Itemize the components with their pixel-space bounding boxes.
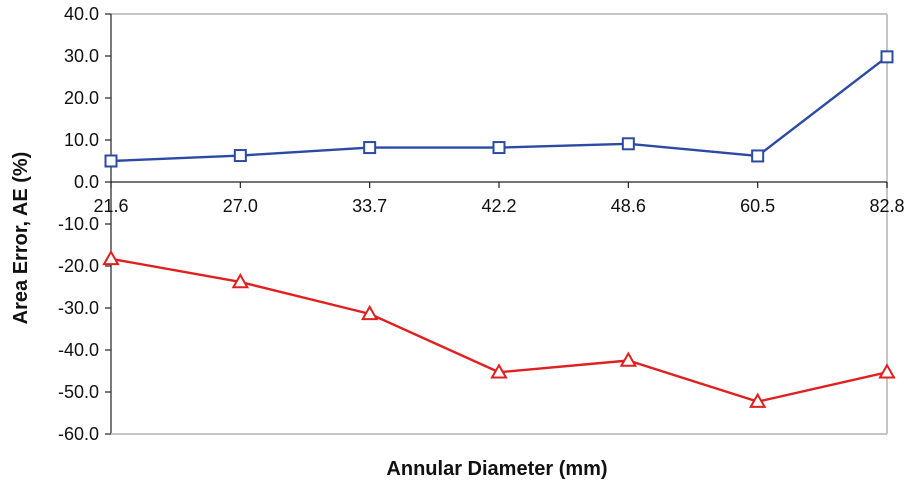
x-tick-label: 27.0 xyxy=(223,196,258,216)
data-point-square xyxy=(492,141,506,155)
y-tick-label: 20.0 xyxy=(64,88,99,108)
series-line xyxy=(110,257,888,403)
y-ticks: 40.0 30.0 20.0 10.0 0.0 -10.0 -20.0 -30.0 -40.0 -… xyxy=(58,4,111,444)
y-tick-label: 10.0 xyxy=(64,130,99,150)
data-point-square xyxy=(363,141,377,155)
series xyxy=(102,50,896,408)
data-point-square xyxy=(751,149,765,163)
data-point-triangle xyxy=(490,363,508,379)
y-tick-label: -10.0 xyxy=(58,214,99,234)
y-tick-label: -30.0 xyxy=(58,298,99,318)
data-point-triangle xyxy=(748,392,767,408)
data-point-square xyxy=(233,149,247,163)
x-tick-label: 60.5 xyxy=(740,196,775,216)
x-ticks: 21.6 27.0 33.7 42.2 48.6 60.5 82.8 xyxy=(93,182,905,216)
y-tick-label: -20.0 xyxy=(58,256,99,276)
data-point-triangle xyxy=(878,363,896,379)
y-tick-label: -50.0 xyxy=(58,382,99,402)
x-tick-label: 42.2 xyxy=(481,196,516,216)
y-tick-label: 30.0 xyxy=(64,46,99,66)
series-2 xyxy=(102,249,896,408)
data-point-triangle xyxy=(102,249,120,266)
x-tick-label: 48.6 xyxy=(611,196,646,216)
y-tick-label: 0.0 xyxy=(74,172,99,192)
x-tick-label: 33.7 xyxy=(352,196,387,216)
x-axis-title: Annular Diameter (mm) xyxy=(386,458,607,480)
x-tick-label: 21.6 xyxy=(93,196,128,216)
data-point-square xyxy=(104,154,118,168)
y-tick-label: -40.0 xyxy=(58,340,99,360)
data-point-square xyxy=(880,50,894,64)
y-tick-label: -60.0 xyxy=(58,424,99,444)
data-point-triangle xyxy=(360,304,379,321)
data-point-triangle xyxy=(619,351,638,367)
x-tick-label: 82.8 xyxy=(869,196,904,216)
y-tick-label: 40.0 xyxy=(64,4,99,24)
data-point-triangle xyxy=(231,272,250,289)
y-axis-title: Area Error, AE (%) xyxy=(10,152,32,325)
series-1 xyxy=(104,50,894,168)
data-point-square xyxy=(621,137,635,151)
